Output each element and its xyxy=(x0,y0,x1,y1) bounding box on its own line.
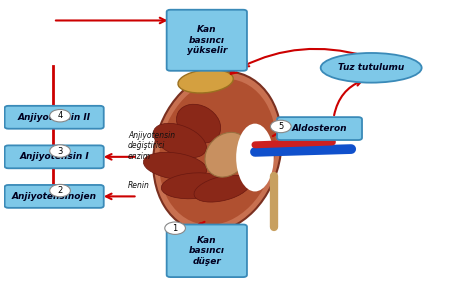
Text: Kan
basıncı
yükselir: Kan basıncı yükselir xyxy=(187,25,227,55)
Text: 1: 1 xyxy=(173,224,178,233)
Text: Aldosteron: Aldosteron xyxy=(292,124,347,133)
Circle shape xyxy=(271,120,291,133)
Ellipse shape xyxy=(159,79,276,225)
Text: Kan
basıncı
düşer: Kan basıncı düşer xyxy=(189,236,225,266)
Ellipse shape xyxy=(236,124,273,191)
Ellipse shape xyxy=(153,72,282,232)
Circle shape xyxy=(165,222,185,234)
Text: 3: 3 xyxy=(57,147,63,156)
Ellipse shape xyxy=(143,152,207,180)
Ellipse shape xyxy=(161,173,227,199)
Text: Anjiyotensinojen: Anjiyotensinojen xyxy=(12,192,97,201)
Text: 2: 2 xyxy=(57,186,63,195)
FancyBboxPatch shape xyxy=(5,185,104,208)
FancyBboxPatch shape xyxy=(167,225,247,277)
Text: Tuz tutulumu: Tuz tutulumu xyxy=(338,63,404,72)
Text: 4: 4 xyxy=(57,111,63,120)
Circle shape xyxy=(50,145,70,157)
Ellipse shape xyxy=(178,70,233,93)
Text: 5: 5 xyxy=(278,122,283,131)
Text: Anjiyotensin I: Anjiyotensin I xyxy=(19,152,89,161)
FancyBboxPatch shape xyxy=(167,10,247,71)
FancyBboxPatch shape xyxy=(277,117,362,140)
FancyBboxPatch shape xyxy=(5,106,104,129)
Text: Anjiyotensin II: Anjiyotensin II xyxy=(18,113,91,122)
FancyBboxPatch shape xyxy=(5,145,104,168)
Text: Anjiyotensin
değiştirici
enzim: Anjiyotensin değiştirici enzim xyxy=(128,131,175,160)
Ellipse shape xyxy=(321,53,422,83)
Text: Renin: Renin xyxy=(128,181,150,190)
Circle shape xyxy=(50,184,70,197)
Ellipse shape xyxy=(205,132,248,177)
Ellipse shape xyxy=(194,175,250,202)
Ellipse shape xyxy=(176,104,221,143)
Circle shape xyxy=(50,110,70,122)
Ellipse shape xyxy=(153,123,206,158)
